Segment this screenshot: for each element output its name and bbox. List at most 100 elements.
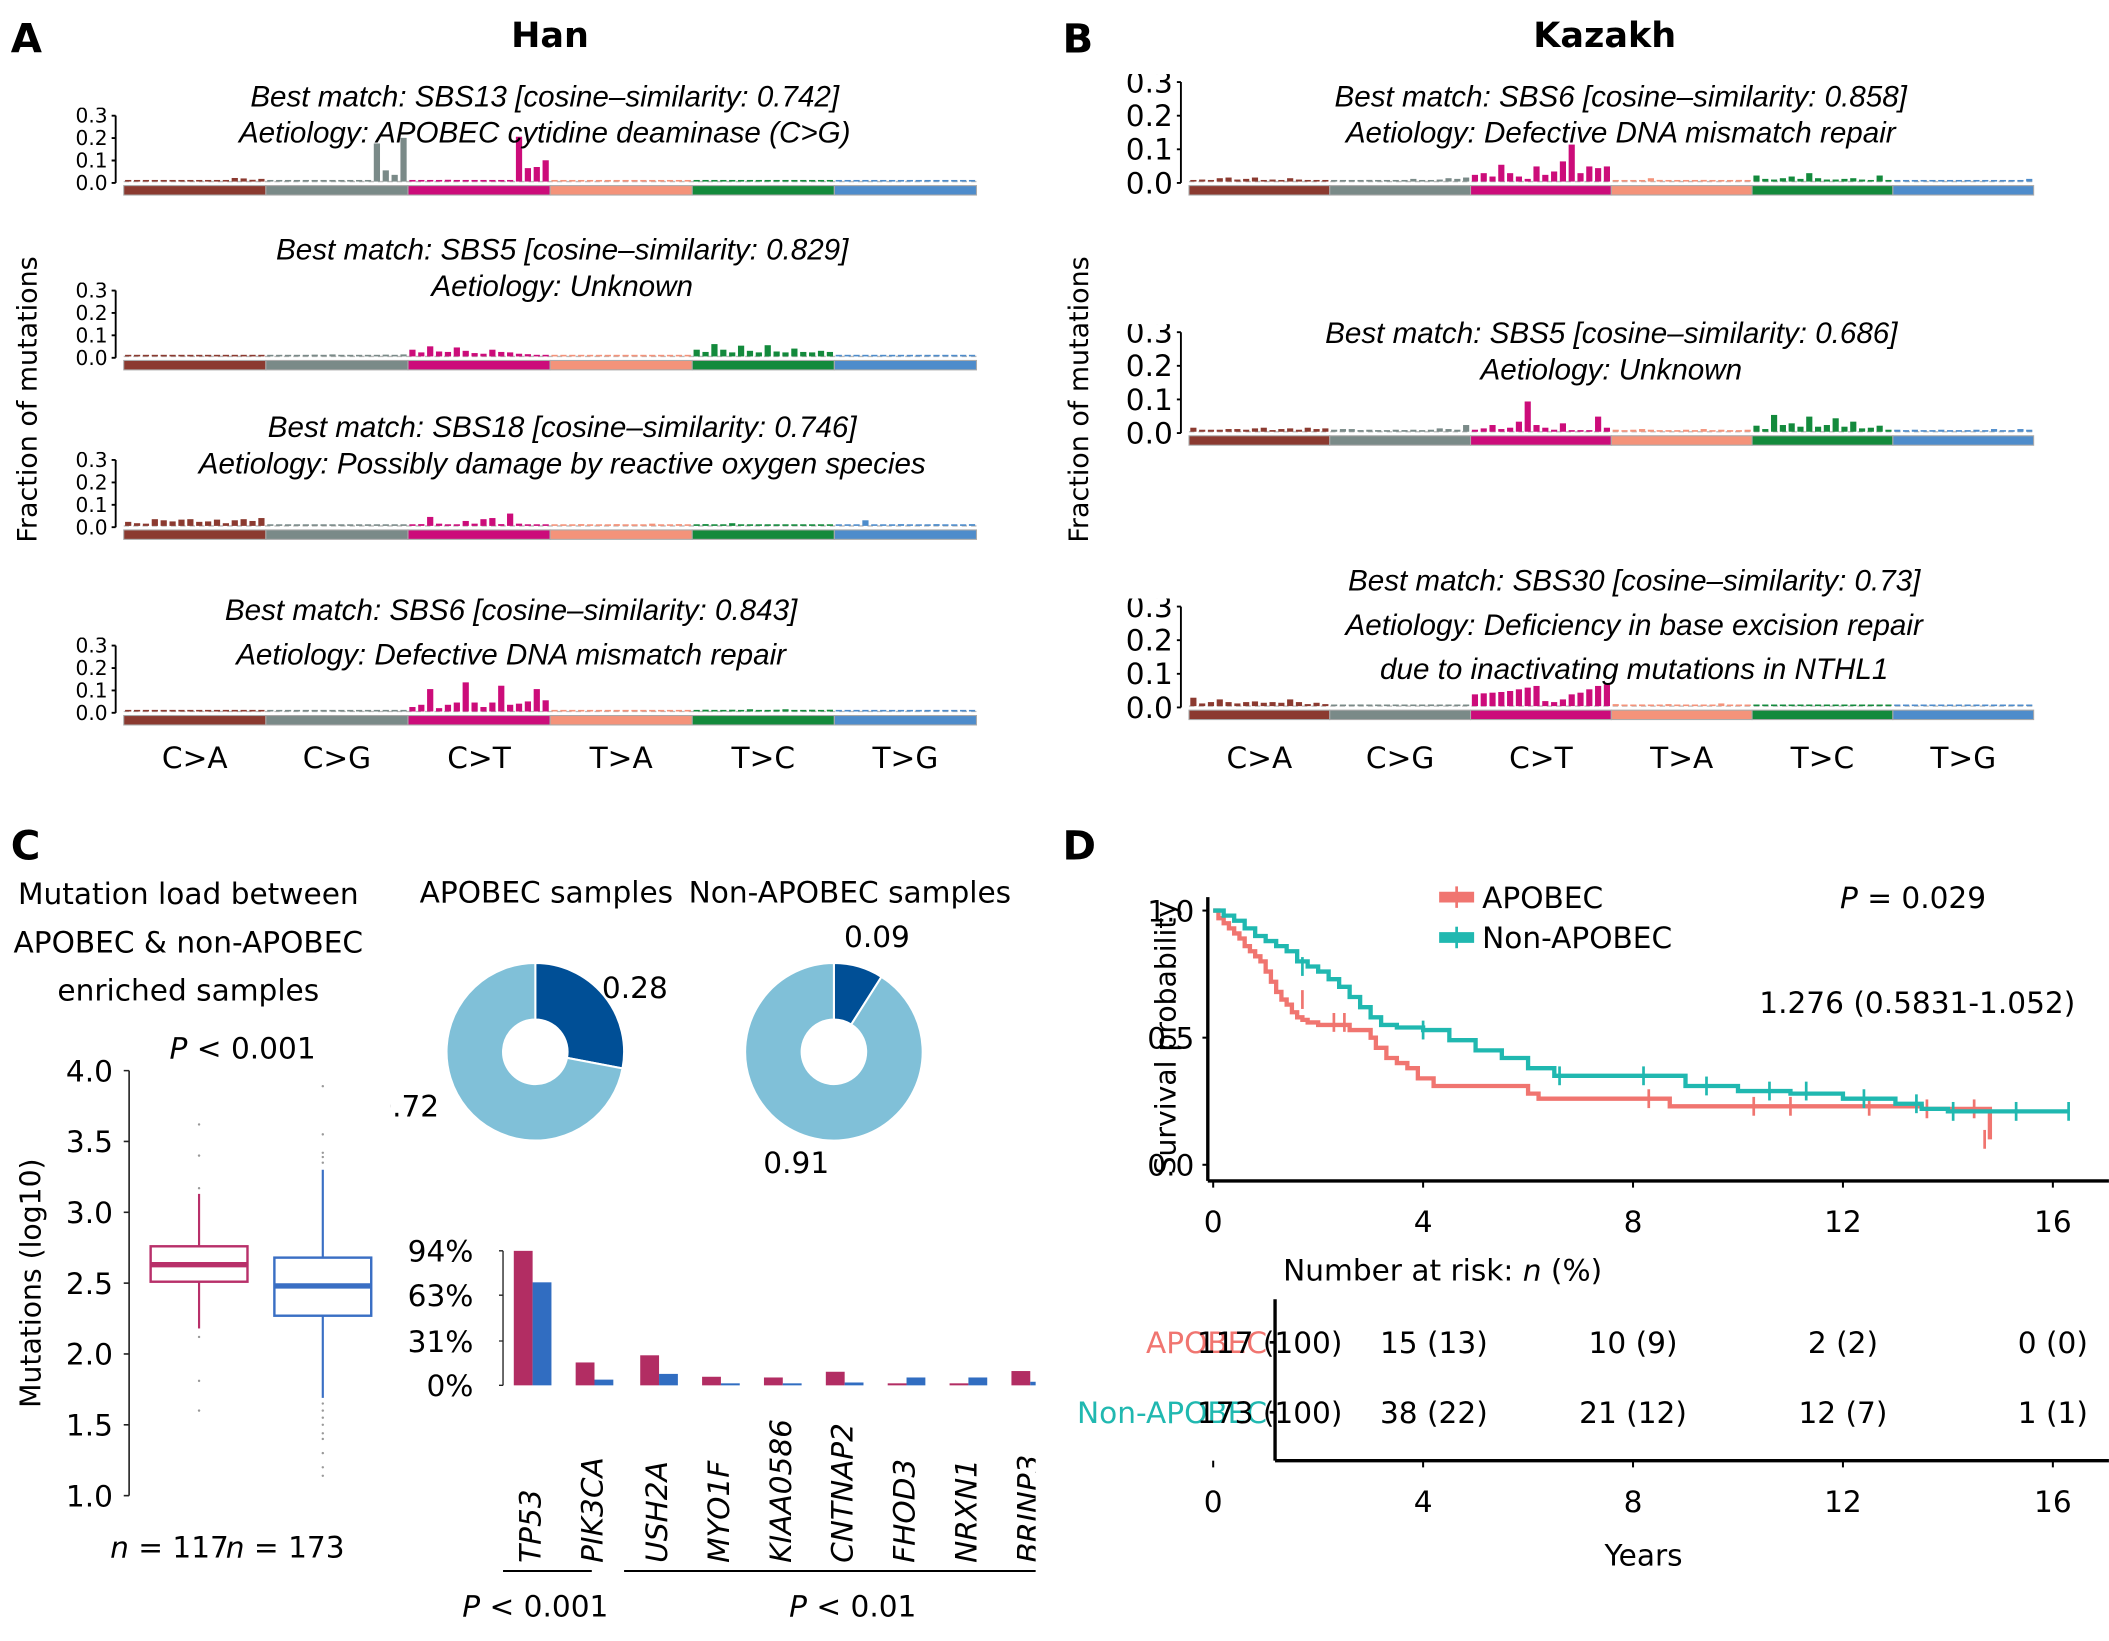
mutation-type-band-C>T <box>407 185 551 196</box>
signature-bar <box>1876 704 1883 707</box>
signature-bar <box>737 709 745 712</box>
signature-bar <box>258 709 265 712</box>
signature-bar <box>791 348 798 357</box>
y-tick-label: 0.1 <box>1126 657 1173 691</box>
signature-title: Best match: SBS5 [cosine–similarity: 0.6… <box>1167 315 2055 388</box>
signature-bar <box>364 179 372 182</box>
signature-bar <box>773 709 780 712</box>
signature-bar <box>418 179 425 182</box>
signature-bar <box>729 179 736 182</box>
signature-bar <box>906 179 913 182</box>
signature-bar <box>675 524 683 526</box>
signature-bar <box>968 179 976 182</box>
signature-bar <box>1251 701 1259 707</box>
mutation-type-band-T>C <box>1751 709 1894 721</box>
signature-bar <box>320 709 327 712</box>
signature-bar <box>427 346 434 357</box>
panel-letter-d: D <box>1062 823 1097 871</box>
signature-bar <box>400 137 407 182</box>
signature-best-match: Best match: SBS13 [cosine–similarity: 0.… <box>250 79 840 113</box>
signature-bar <box>462 520 469 526</box>
gene-bar-PIK3CA-APOBEC <box>575 1362 595 1386</box>
signature-bar <box>826 709 834 712</box>
signature-bar <box>782 352 789 357</box>
risk-table-cell: 12 (7) <box>1798 1396 1887 1430</box>
signature-bar <box>1665 704 1672 707</box>
y-tick-label: 0.0 <box>76 701 108 725</box>
signature-bar <box>1542 427 1549 432</box>
mutation-type-band-T>A <box>549 359 693 371</box>
y-tick-label: 0.0 <box>1126 691 1173 725</box>
signature-bar <box>551 524 558 526</box>
signature-bar <box>746 350 754 357</box>
signature-bar <box>169 521 176 526</box>
signature-bar <box>1480 173 1487 182</box>
signature-bar <box>498 524 505 526</box>
y-tick-label: 0.0 <box>1126 166 1173 200</box>
signature-bar <box>1621 179 1628 182</box>
signature-bar <box>231 520 238 526</box>
signature-bar <box>1375 179 1382 182</box>
signature-bar <box>453 524 460 526</box>
signature-bar <box>888 524 896 526</box>
signature-bar <box>2026 704 2033 707</box>
signature-bar <box>311 179 318 182</box>
signature-bar <box>1383 430 1391 432</box>
signature-bar <box>320 179 327 182</box>
signature-bar <box>382 709 389 712</box>
signature-bar <box>658 354 665 357</box>
signature-bar <box>622 709 629 712</box>
signature-bar <box>817 524 825 526</box>
signature-bar <box>942 354 949 357</box>
donut-label: 0.91 <box>763 1146 829 1180</box>
signature-bar <box>791 709 798 712</box>
mutation-type-label: T>A <box>589 742 653 777</box>
signature-bar <box>400 354 407 357</box>
signature-bar <box>258 354 265 357</box>
signature-bar <box>187 354 194 357</box>
signature-bar <box>1595 416 1602 432</box>
signature-bar <box>1973 704 1980 707</box>
signature-bar <box>169 179 176 182</box>
signature-bar <box>1225 702 1232 707</box>
signature-bar <box>666 354 674 357</box>
boxplot-outlier <box>321 1402 325 1405</box>
mutation-type-band-T>A <box>549 185 693 196</box>
mutation-type-band-T>C <box>1751 185 1894 196</box>
signature-bar <box>418 352 425 357</box>
signature-bar <box>480 353 487 357</box>
signature-bar <box>622 524 629 526</box>
signature-bar <box>666 179 674 182</box>
signature-bar <box>595 524 603 526</box>
signature-bar <box>1964 179 1971 182</box>
gene-bar-TP53-APOBEC <box>513 1250 533 1386</box>
risk-table-cell: 173 (100) <box>1197 1396 1342 1430</box>
signature-bar <box>533 167 540 182</box>
donut-title-non-apobec: Non-APOBEC samples <box>688 876 1012 911</box>
signature-bar <box>1410 178 1417 182</box>
boxplot-outlier <box>321 1084 325 1088</box>
gene-bar-MYO1F-Non-APOBEC <box>720 1383 740 1386</box>
signature-chart-han-sig-4: 0.30.20.10.0 <box>76 638 978 726</box>
y-tick-label: 0.1 <box>76 323 108 347</box>
boxplot-title-line-3: enriched samples <box>57 975 320 1009</box>
y-tick-label: 0.1 <box>76 149 108 173</box>
y-tick-label: 0.0 <box>76 346 108 370</box>
signature-bar <box>151 709 158 712</box>
signature-bar <box>604 179 611 182</box>
signature-bar <box>1990 429 1998 432</box>
signature-title: Best match: SBS18 [cosine–similarity: 0.… <box>118 409 1006 482</box>
signature-bar <box>1718 703 1725 707</box>
signature-bar <box>817 350 825 357</box>
gene-bar-svg: 0% 31% 63% 94% TP53 PIK3CA USH2A MYO1F KIAA0586 C… <box>408 1235 1036 1624</box>
signature-bar <box>311 524 318 526</box>
signature-bar <box>782 709 789 712</box>
risk-table-cell: 1 (1) <box>2018 1396 2088 1430</box>
signature-bar <box>373 709 381 712</box>
signature-bar <box>2026 429 2033 432</box>
signature-bar <box>524 354 532 357</box>
risk-table-row-label: APOBEC <box>1146 1326 1267 1360</box>
signature-bar <box>1700 704 1707 707</box>
km-x-tick-label: 0 <box>1204 1205 1223 1239</box>
signature-bar <box>267 354 274 357</box>
